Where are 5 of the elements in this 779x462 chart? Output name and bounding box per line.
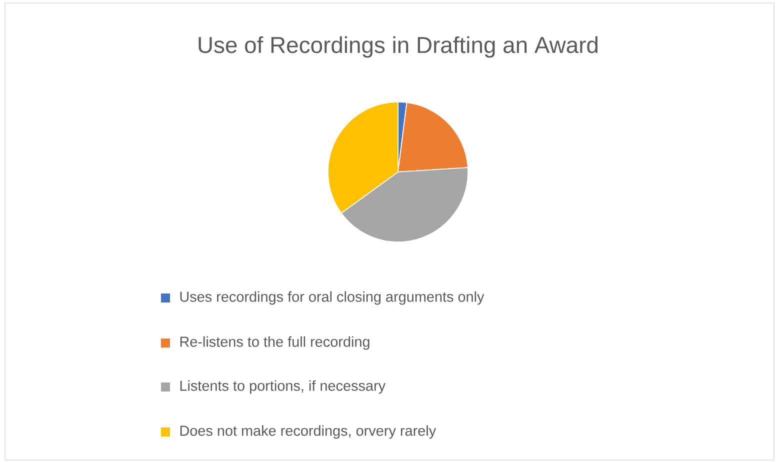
legend-label: Listents to portions, if necessary — [180, 380, 386, 394]
legend-label: Does not make recordings, orvery rarely — [180, 425, 436, 439]
legend-label: Uses recordings for oral closing arguments only — [180, 291, 484, 305]
legend-label: Re-listens to the full recording — [180, 336, 370, 350]
chart-title: Use of Recordings in Drafting an Award — [198, 36, 598, 58]
